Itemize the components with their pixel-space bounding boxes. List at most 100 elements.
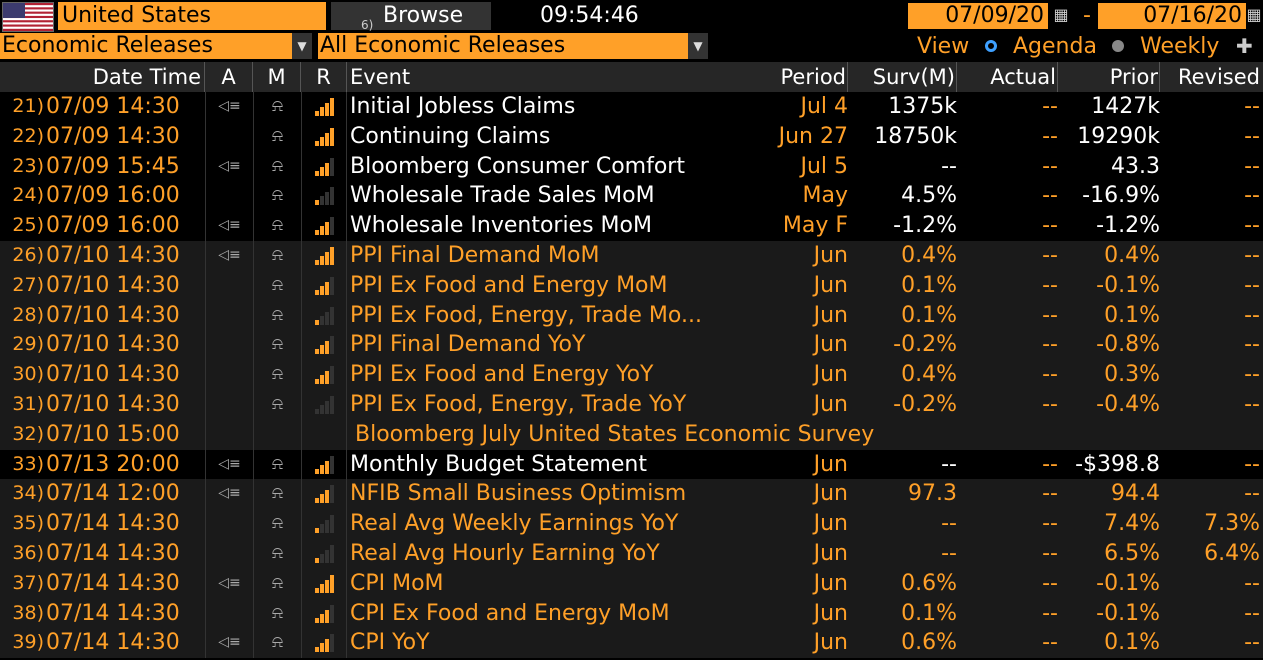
table-row[interactable]: 37) 07/14 14:30 ◁≡ ⍾ CPI MoM Jun 0.6% -- -0.1% -- xyxy=(0,568,1263,599)
table-row[interactable]: 24) 07/09 16:00 ⍾ Wholesale Trade Sales MoM… xyxy=(0,181,1263,212)
date-from-input[interactable]: 07/09/20 xyxy=(908,3,1048,29)
table-row[interactable]: 36) 07/14 14:30 ⍾ Real Avg Hourly Earning Y… xyxy=(0,538,1263,569)
col-period[interactable]: Period xyxy=(752,62,848,92)
bell-icon[interactable]: ⍾ xyxy=(271,185,284,206)
bell-icon[interactable]: ⍾ xyxy=(271,155,284,176)
zoom-icon[interactable]: ✚ xyxy=(1236,34,1253,58)
table-row[interactable]: 22) 07/09 14:30 ⍾ Continuing Claims Jun 27 18… xyxy=(0,121,1263,152)
alert-cell: ◁≡ xyxy=(205,449,253,480)
country-selector[interactable]: United States xyxy=(58,2,326,30)
row-period: Jun xyxy=(813,451,848,477)
col-survey[interactable]: Surv(M) xyxy=(850,62,957,92)
col-monitor[interactable]: M xyxy=(253,62,301,92)
bell-icon[interactable]: ⍾ xyxy=(271,632,284,653)
table-row[interactable]: 39) 07/14 14:30 ◁≡ ⍾ CPI YoY Jun 0.6% -- 0.1% -- xyxy=(0,628,1263,659)
signal-bar xyxy=(330,366,334,385)
agenda-radio[interactable] xyxy=(985,40,997,52)
table-row[interactable]: 28) 07/10 14:30 ⍾ PPI Ex Food, Energy, Trad… xyxy=(0,300,1263,331)
row-number: 22) xyxy=(12,124,44,147)
table-row[interactable]: 26) 07/10 14:30 ◁≡ ⍾ PPI Final Demand MoM Jun… xyxy=(0,240,1263,271)
bell-icon[interactable]: ⍾ xyxy=(271,96,284,116)
alert-cell: ◁≡ xyxy=(205,211,253,241)
bell-icon[interactable]: ⍾ xyxy=(271,334,284,355)
table-row[interactable]: 29) 07/10 14:30 ⍾ PPI Final Demand YoY Jun -0… xyxy=(0,330,1263,361)
col-actual[interactable]: Actual xyxy=(960,62,1058,92)
row-actual: -- xyxy=(1042,213,1058,239)
table-row[interactable]: 38) 07/14 14:30 ⍾ CPI Ex Food and Energy Mo… xyxy=(0,598,1263,629)
bell-icon[interactable]: ⍾ xyxy=(271,274,284,295)
table-row[interactable]: 32) 07/10 15:00 Bloomberg July United Stat… xyxy=(0,419,1263,450)
monitor-cell: ⍾ xyxy=(253,92,301,122)
table-row[interactable]: 35) 07/14 14:30 ⍾ Real Avg Weekly Earnings … xyxy=(0,509,1263,539)
row-number: 23) xyxy=(12,154,44,177)
signal-bar xyxy=(320,494,324,504)
alert-cell xyxy=(205,419,253,450)
calendar-icon[interactable]: ▦ xyxy=(1053,5,1069,24)
signal-bar xyxy=(315,140,319,146)
bell-icon[interactable]: ⍾ xyxy=(271,513,284,534)
row-event: CPI Ex Food and Energy MoM xyxy=(350,600,670,626)
weekly-option[interactable]: Weekly xyxy=(1140,34,1220,59)
speaker-icon[interactable]: ◁≡ xyxy=(218,634,241,651)
bell-icon[interactable]: ⍾ xyxy=(271,215,284,236)
table-row[interactable]: 33) 07/13 20:00 ◁≡ ⍾ Monthly Budget Statemen… xyxy=(0,449,1263,480)
row-period: Jun xyxy=(813,511,848,537)
row-actual: -- xyxy=(1042,481,1058,507)
signal-bar xyxy=(315,170,319,176)
alert-cell xyxy=(205,181,253,212)
bell-icon[interactable]: ⍾ xyxy=(271,364,284,385)
table-row[interactable]: 21) 07/09 14:30 ◁≡ ⍾ Initial Jobless Claims J… xyxy=(0,92,1263,122)
agenda-option[interactable]: Agenda xyxy=(1013,34,1097,59)
row-period: May F xyxy=(782,213,848,239)
bell-icon[interactable]: ⍾ xyxy=(271,453,284,474)
speaker-icon[interactable]: ◁≡ xyxy=(218,485,241,502)
table-row[interactable]: 27) 07/10 14:30 ⍾ PPI Ex Food and Energy Mo… xyxy=(0,270,1263,301)
speaker-icon[interactable]: ◁≡ xyxy=(218,246,241,263)
view-label: View xyxy=(917,34,970,59)
table-row[interactable]: 31) 07/10 14:30 ⍾ PPI Ex Food, Energy, Trad… xyxy=(0,389,1263,420)
weekly-radio[interactable] xyxy=(1112,40,1124,52)
bell-icon[interactable]: ⍾ xyxy=(271,602,284,623)
table-row[interactable]: 30) 07/10 14:30 ⍾ PPI Ex Food and Energy Yo… xyxy=(0,360,1263,390)
bell-icon[interactable]: ⍾ xyxy=(271,125,284,146)
signal-bars-icon xyxy=(315,306,337,325)
table-row[interactable]: 25) 07/09 16:00 ◁≡ ⍾ Wholesale Inventories M… xyxy=(0,211,1263,241)
row-period: Jun xyxy=(813,630,848,656)
bell-icon[interactable]: ⍾ xyxy=(271,393,284,414)
signal-bars-icon xyxy=(315,485,337,504)
table-row[interactable]: 23) 07/09 15:45 ◁≡ ⍾ Bloomberg Consumer Comf… xyxy=(0,151,1263,182)
table-row[interactable]: 34) 07/14 12:00 ◁≡ ⍾ NFIB Small Business Opt… xyxy=(0,479,1263,510)
bell-icon[interactable]: ⍾ xyxy=(271,304,284,325)
row-prior: 6.5% xyxy=(1104,540,1160,566)
relevance-cell xyxy=(301,538,347,569)
col-alert[interactable]: A xyxy=(205,62,253,92)
row-event: Wholesale Trade Sales MoM xyxy=(350,183,655,209)
signal-bar xyxy=(330,574,334,593)
col-datetime[interactable]: Date Time xyxy=(0,62,205,92)
row-revised: -- xyxy=(1244,600,1260,626)
speaker-icon[interactable]: ◁≡ xyxy=(218,455,241,472)
signal-bar xyxy=(325,609,329,623)
browse-button[interactable]: 6) Browse xyxy=(331,2,491,32)
col-relevance[interactable]: R xyxy=(301,62,347,92)
col-revised[interactable]: Revised xyxy=(1177,65,1260,89)
speaker-icon[interactable]: ◁≡ xyxy=(218,98,241,114)
bell-icon[interactable]: ⍾ xyxy=(271,542,284,563)
scope-dropdown[interactable]: All Economic Releases ▼ xyxy=(318,33,708,59)
bell-icon[interactable]: ⍾ xyxy=(271,572,284,593)
col-prior[interactable]: Prior xyxy=(1060,62,1160,92)
bell-icon[interactable]: ⍾ xyxy=(271,244,284,265)
row-survey: 97.3 xyxy=(908,481,957,507)
date-to-input[interactable]: 07/16/20 xyxy=(1098,3,1246,29)
category-dropdown[interactable]: Economic Releases ▼ xyxy=(0,33,312,59)
speaker-icon[interactable]: ◁≡ xyxy=(218,217,241,234)
relevance-cell xyxy=(301,628,347,659)
speaker-icon[interactable]: ◁≡ xyxy=(218,157,241,174)
row-actual: -- xyxy=(1042,332,1058,358)
calendar-icon[interactable]: ▦ xyxy=(1246,5,1262,24)
browse-icon: 6) xyxy=(361,18,374,32)
col-event[interactable]: Event xyxy=(350,65,411,89)
speaker-icon[interactable]: ◁≡ xyxy=(218,574,241,591)
bell-icon[interactable]: ⍾ xyxy=(271,483,284,504)
signal-bar xyxy=(320,136,324,146)
